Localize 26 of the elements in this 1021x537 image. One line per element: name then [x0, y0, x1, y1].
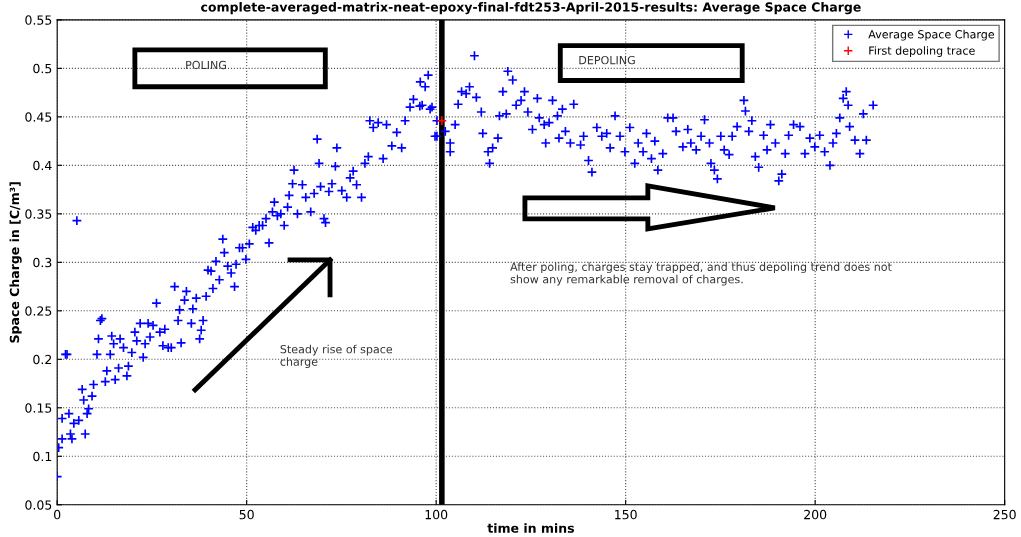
x-axis-title: time in mins [487, 523, 574, 533]
chart-title: complete-averaged-matrix-neat-epoxy-final-fdt253-April-2015-results: Average Space Charge [201, 2, 861, 15]
y-tick-label: 0.2 [33, 354, 52, 365]
y-tick-label: 0.1 [33, 451, 52, 462]
y-tick-label: 0.4 [33, 160, 52, 171]
x-tick-label: 150 [615, 509, 637, 520]
legend-label: First depoling trace [869, 46, 975, 57]
x-tick-label: 50 [239, 509, 254, 520]
x-tick-label: 100 [425, 509, 448, 520]
annotation: DEPOLING [579, 55, 635, 65]
y-tick-label: 0.45 [25, 112, 52, 122]
y-tick-label: 0.35 [25, 209, 52, 219]
y-tick-label: 0.25 [25, 306, 52, 316]
x-tick-label: 0 [54, 509, 61, 520]
annotation: Steady rise of space charge [280, 344, 393, 368]
legend-label: Average Space Charge [868, 29, 995, 41]
x-tick-label: 200 [804, 509, 827, 520]
y-tick-label: 0.05 [25, 500, 52, 510]
annotation: After poling, charges stay trapped, and thus depoling trend does not show any remarkable removal of charges. [510, 262, 892, 286]
y-tick-label: 0.5 [33, 63, 52, 74]
y-axis-title: Space Charge in [C/m³] [9, 182, 22, 343]
y-tick-label: 0.3 [33, 257, 52, 268]
y-tick-label: 0.55 [25, 15, 52, 25]
annotation: POLING [186, 60, 227, 70]
x-tick-label: 250 [993, 509, 1016, 520]
y-tick-label: 0.15 [25, 403, 52, 413]
